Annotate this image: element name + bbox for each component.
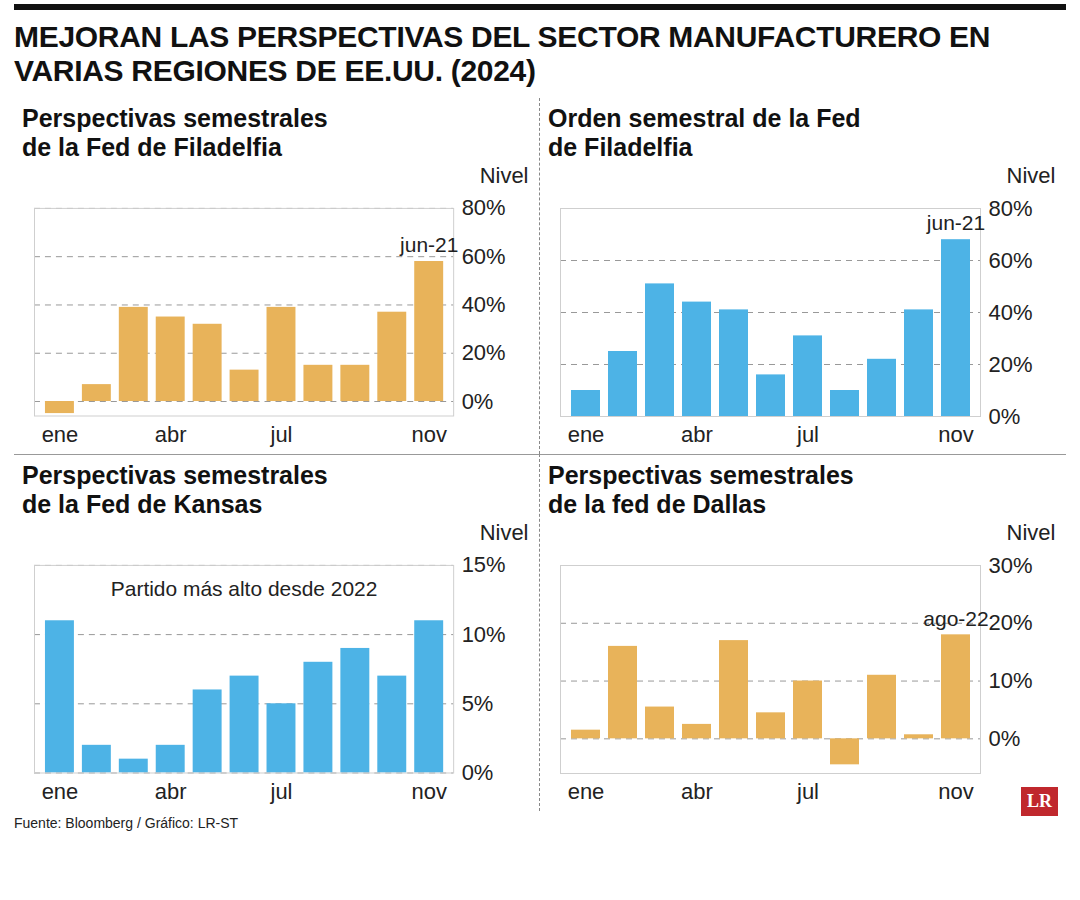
html-text:LR: LR — [1027, 791, 1052, 811]
svg-text:Nivel: Nivel — [1007, 164, 1056, 188]
svg-text:60%: 60% — [989, 248, 1033, 273]
svg-text:20%: 20% — [462, 340, 506, 365]
svg-text:ene: ene — [568, 422, 605, 447]
svg-text:nov: nov — [412, 422, 447, 447]
svg-text:15%: 15% — [462, 552, 506, 577]
svg-text:jul: jul — [270, 422, 293, 447]
svg-text:80%: 80% — [989, 196, 1033, 221]
html-text:Orden semestral de la Fed de F: Orden semestral de la Fed de Filadelfia — [548, 104, 861, 161]
html-text:Perspectivas semestrales de la: Perspectivas semestrales de la Fed de Fi… — [22, 104, 328, 161]
svg-text:jun-21: jun-21 — [926, 211, 985, 234]
svg-text:abr: abr — [681, 422, 713, 447]
svg-text:0%: 0% — [462, 760, 494, 785]
svg-text:40%: 40% — [989, 300, 1033, 325]
svg-text:0%: 0% — [989, 726, 1021, 751]
svg-text:10%: 10% — [989, 668, 1033, 693]
svg-text:30%: 30% — [989, 553, 1033, 578]
svg-text:20%: 20% — [989, 352, 1033, 377]
svg-text:abr: abr — [155, 779, 187, 804]
svg-text:ago-22: ago-22 — [923, 607, 988, 630]
svg-text:60%: 60% — [462, 244, 506, 269]
svg-text:abr: abr — [681, 779, 713, 804]
svg-text:ene: ene — [42, 779, 79, 804]
svg-text:Partido más alto desde 2022: Partido más alto desde 2022 — [111, 577, 378, 600]
svg-text:jun-21: jun-21 — [399, 233, 458, 256]
svg-text:jul: jul — [270, 779, 293, 804]
svg-text:40%: 40% — [462, 292, 506, 317]
svg-text:0%: 0% — [989, 404, 1021, 429]
svg-text:Nivel: Nivel — [480, 164, 529, 188]
svg-text:Nivel: Nivel — [480, 521, 529, 545]
svg-text:10%: 10% — [462, 622, 506, 647]
svg-text:20%: 20% — [989, 610, 1033, 635]
html-text:Perspectivas semestrales de la: Perspectivas semestrales de la fed de Da… — [548, 461, 854, 518]
svg-text:jul: jul — [796, 422, 819, 447]
svg-text:abr: abr — [155, 422, 187, 447]
html-text:Perspectivas semestrales de la: Perspectivas semestrales de la Fed de Ka… — [22, 461, 328, 518]
html-text:Fuente: Bloomberg / Gráfico: L: Fuente: Bloomberg / Gráfico: LR-ST — [14, 815, 239, 831]
svg-text:jul: jul — [796, 779, 819, 804]
svg-text:0%: 0% — [462, 389, 494, 414]
svg-text:ene: ene — [42, 422, 79, 447]
svg-text:ene: ene — [568, 779, 605, 804]
html-text:MEJORAN LAS PERSPECTIVAS DEL S: MEJORAN LAS PERSPECTIVAS DEL SECTOR MANU… — [14, 20, 991, 87]
svg-text:nov: nov — [938, 422, 973, 447]
svg-text:nov: nov — [412, 779, 447, 804]
svg-text:5%: 5% — [462, 691, 494, 716]
svg-text:80%: 80% — [462, 195, 506, 220]
svg-text:nov: nov — [938, 779, 973, 804]
svg-text:Nivel: Nivel — [1007, 521, 1056, 545]
